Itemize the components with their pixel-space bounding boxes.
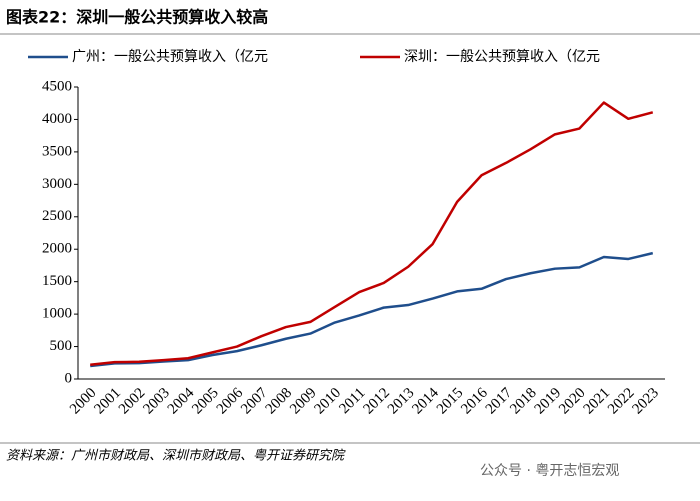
x-tick-label: 2009 (287, 385, 320, 418)
legend-label: 广州：一般公共预算收入（亿元 (72, 49, 268, 65)
x-tick-label: 2012 (360, 385, 393, 418)
x-tick-label: 2020 (556, 385, 589, 418)
x-tick-label: 2017 (483, 385, 516, 418)
y-tick-label: 2000 (42, 241, 72, 257)
y-tick-label: 0 (65, 370, 73, 386)
x-tick-label: 2013 (385, 385, 418, 418)
x-tick-label: 2018 (507, 385, 540, 418)
legend-label: 深圳：一般公共预算收入（亿元 (404, 49, 600, 65)
y-tick-label: 1500 (42, 273, 72, 289)
x-tick-label: 2019 (532, 385, 565, 418)
x-tick-label: 2004 (165, 385, 198, 418)
y-tick-label: 4500 (42, 78, 72, 94)
chart-title: 图表22：深圳一般公共预算收入较高 (6, 8, 268, 27)
x-tick-label: 2002 (116, 385, 149, 418)
x-tick-label: 2000 (67, 385, 100, 418)
watermark: 公众号 · 粤开志恒宏观 (480, 463, 619, 479)
x-tick-label: 2016 (458, 385, 491, 418)
x-tick-label: 2001 (91, 385, 124, 418)
y-tick-label: 3000 (42, 176, 72, 192)
x-tick-label: 2008 (263, 385, 296, 418)
x-tick-label: 2011 (336, 385, 368, 417)
series-line (90, 101, 654, 366)
y-tick-label: 3500 (42, 143, 72, 159)
x-tick-label: 2007 (238, 385, 271, 418)
x-tick-label: 2015 (434, 385, 467, 418)
x-tick-label: 2006 (214, 385, 247, 418)
source: 资料来源：广州市财政局、深圳市财政局、粤开证券研究院 (6, 448, 346, 464)
x-tick-label: 2014 (409, 385, 442, 418)
series-line (90, 251, 654, 368)
x-tick-label: 2005 (189, 385, 222, 418)
x-tick-label: 2022 (605, 385, 638, 418)
x-tick-label: 2003 (140, 385, 173, 418)
y-tick-label: 500 (50, 338, 73, 354)
y-tick-label: 2500 (42, 208, 72, 224)
x-tick-label: 2010 (312, 385, 345, 418)
x-tick-label: 2023 (630, 385, 663, 418)
y-tick-label: 1000 (42, 306, 72, 322)
y-tick-label: 4000 (42, 111, 72, 127)
x-tick-label: 2021 (581, 385, 614, 418)
